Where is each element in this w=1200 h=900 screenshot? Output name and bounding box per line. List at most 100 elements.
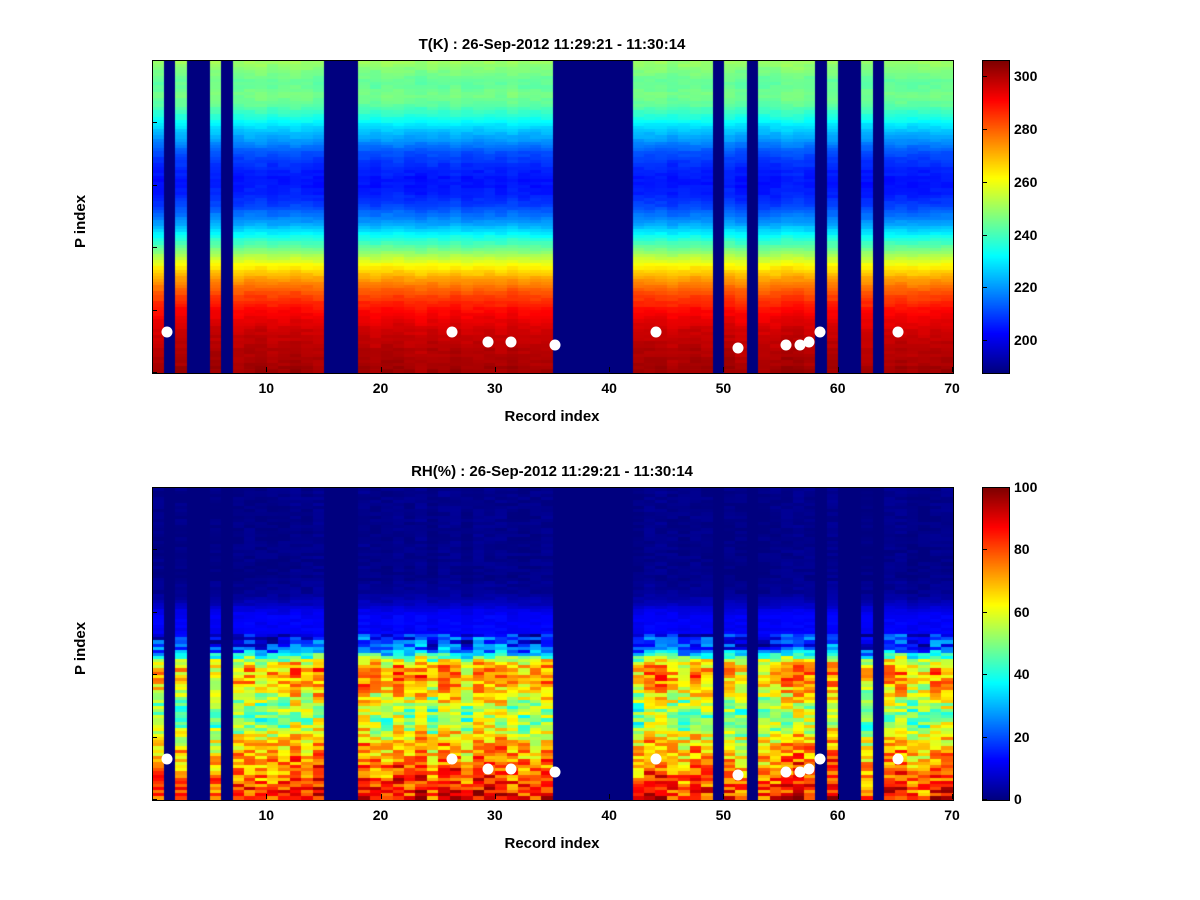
- y-tick-mark: [152, 122, 157, 124]
- x-tick-label: 20: [372, 807, 389, 823]
- x-tick-label: 60: [829, 380, 846, 396]
- x-tick-mark: [837, 367, 839, 372]
- colorbar-tick-mark: [982, 611, 987, 613]
- y-tick-mark: [152, 309, 157, 311]
- x-tick-label: 70: [944, 807, 960, 823]
- x-tick-mark: [609, 367, 611, 372]
- profile-marker: [803, 763, 815, 775]
- x-axis-label-temperature: Record index: [504, 408, 600, 425]
- x-tick-label: 30: [487, 380, 503, 396]
- x-tick-mark: [952, 367, 953, 372]
- colorbar-tick-mark: [982, 549, 987, 551]
- colorbar-gradient-relative-humidity: [983, 488, 1009, 800]
- profile-marker: [505, 336, 517, 348]
- colorbar-tick-mark: [982, 487, 987, 488]
- profile-marker: [482, 763, 494, 775]
- colorbar-temperature[interactable]: [982, 60, 1010, 374]
- x-tick-label: 10: [258, 807, 275, 823]
- x-tick-label: 50: [715, 807, 732, 823]
- colorbar-gradient-temperature: [983, 61, 1009, 373]
- y-tick-mark: [152, 736, 157, 738]
- profile-marker: [814, 753, 826, 765]
- profile-marker: [794, 339, 806, 351]
- colorbar-tick-mark: [982, 287, 987, 289]
- heatmap-axes-temperature[interactable]: [152, 60, 954, 374]
- y-tick-mark: [152, 184, 157, 186]
- x-tick-mark: [380, 367, 382, 372]
- profile-marker: [161, 753, 173, 765]
- colorbar-relative-humidity[interactable]: [982, 487, 1010, 801]
- heatmap-image-relative-humidity: [153, 488, 953, 800]
- x-tick-label: 70: [944, 380, 960, 396]
- colorbar-tick-label: 100: [1014, 479, 1038, 495]
- profile-marker: [814, 326, 826, 338]
- profile-marker: [794, 766, 806, 778]
- y-tick-mark: [152, 799, 157, 800]
- colorbar-tick-label: 260: [1014, 173, 1038, 190]
- x-tick-mark: [266, 794, 268, 799]
- x-tick-mark: [494, 794, 496, 799]
- heatmap-axes-relative-humidity[interactable]: [152, 487, 954, 801]
- y-tick-mark: [152, 372, 157, 373]
- colorbar-tick-mark: [982, 181, 987, 183]
- heatmap-image-temperature: [153, 61, 953, 373]
- y-tick-mark: [152, 247, 157, 249]
- x-tick-mark: [723, 794, 725, 799]
- x-axis-label-relative-humidity: Record index: [504, 835, 600, 852]
- colorbar-tick-label: 220: [1014, 279, 1038, 296]
- colorbar-tick-label: 0: [1014, 791, 1022, 807]
- colorbar-tick-label: 80: [1014, 541, 1030, 558]
- x-tick-label: 10: [258, 380, 275, 396]
- profile-marker: [549, 766, 561, 778]
- profile-marker: [780, 766, 792, 778]
- colorbar-tick-mark: [982, 128, 987, 130]
- colorbar-tick-mark: [982, 736, 987, 738]
- profile-marker: [482, 336, 494, 348]
- x-tick-mark: [380, 794, 382, 799]
- colorbar-tick-mark: [982, 799, 987, 800]
- x-tick-mark: [609, 794, 611, 799]
- colorbar-tick-label: 60: [1014, 603, 1030, 620]
- y-axis-label-relative-humidity: P index: [72, 621, 89, 675]
- x-tick-label: 30: [487, 807, 503, 823]
- x-tick-label: 40: [601, 807, 617, 823]
- profile-marker: [732, 769, 744, 781]
- colorbar-tick-mark: [982, 75, 987, 77]
- marker-layer-temperature: [153, 61, 953, 373]
- profile-marker: [732, 342, 744, 354]
- x-tick-mark: [952, 794, 953, 799]
- profile-marker: [549, 339, 561, 351]
- x-tick-label: 50: [715, 380, 732, 396]
- profile-marker: [650, 326, 662, 338]
- colorbar-tick-label: 280: [1014, 120, 1038, 137]
- colorbar-tick-mark: [982, 340, 987, 342]
- y-tick-mark: [152, 611, 157, 613]
- colorbar-tick-label: 300: [1014, 67, 1038, 84]
- profile-marker: [446, 326, 458, 338]
- y-tick-mark: [152, 674, 157, 676]
- profile-marker: [505, 763, 517, 775]
- profile-marker: [780, 339, 792, 351]
- colorbar-tick-mark: [982, 234, 987, 236]
- colorbar-tick-label: 40: [1014, 666, 1030, 683]
- x-tick-label: 20: [372, 380, 389, 396]
- y-tick-mark: [152, 549, 157, 551]
- x-tick-mark: [837, 794, 839, 799]
- colorbar-tick-label: 200: [1014, 332, 1038, 349]
- plot-title-temperature: T(K) : 26-Sep-2012 11:29:21 - 11:30:14: [418, 36, 686, 53]
- profile-marker: [161, 326, 173, 338]
- colorbar-tick-label: 20: [1014, 728, 1030, 745]
- plot-title-relative-humidity: RH(%) : 26-Sep-2012 11:29:21 - 11:30:14: [411, 463, 693, 480]
- profile-marker: [892, 326, 904, 338]
- profile-marker: [650, 753, 662, 765]
- profile-marker: [446, 753, 458, 765]
- colorbar-tick-mark: [982, 674, 987, 676]
- y-axis-label-temperature: P index: [72, 194, 89, 248]
- marker-layer-relative-humidity: [153, 488, 953, 800]
- colorbar-tick-label: 240: [1014, 226, 1038, 243]
- x-tick-label: 60: [829, 807, 846, 823]
- x-tick-mark: [723, 367, 725, 372]
- profile-marker: [803, 336, 815, 348]
- x-tick-mark: [494, 367, 496, 372]
